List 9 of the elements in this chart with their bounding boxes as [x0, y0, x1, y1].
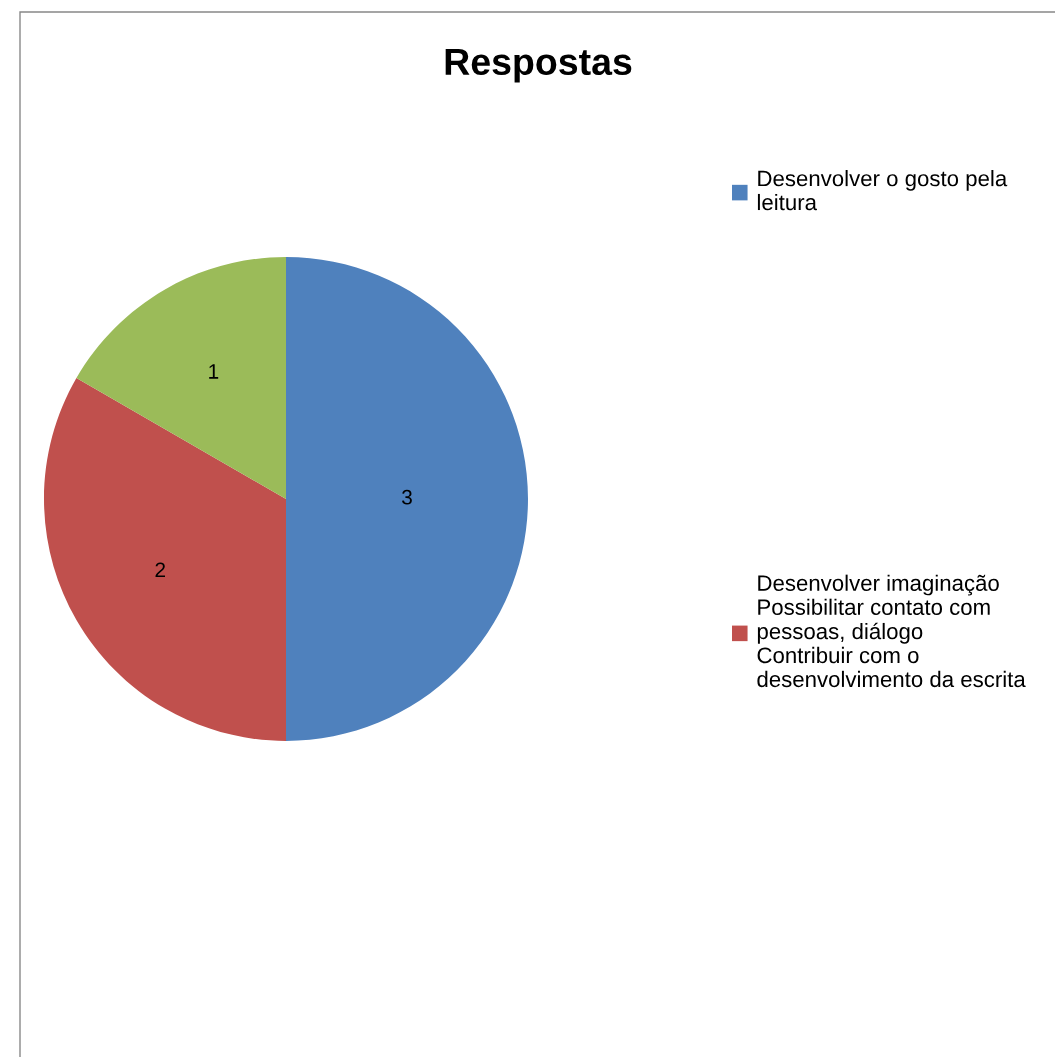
data-label: 3 [402, 489, 412, 505]
pie-slice [44, 378, 286, 741]
legend-label: Desenvolver imaginação Possibilitar contato com pessoas, diálogo Contribuir com o desenvolvimento da escrita [757, 574, 1026, 688]
data-label: 2 [155, 562, 165, 577]
data-label: 1 [209, 364, 219, 379]
legend-label: Desenvolver o gosto pela leitura [757, 170, 1008, 211]
chart-title: Respostas [445, 48, 632, 83]
pie-slice [286, 257, 528, 741]
pie-slice [76, 257, 286, 499]
